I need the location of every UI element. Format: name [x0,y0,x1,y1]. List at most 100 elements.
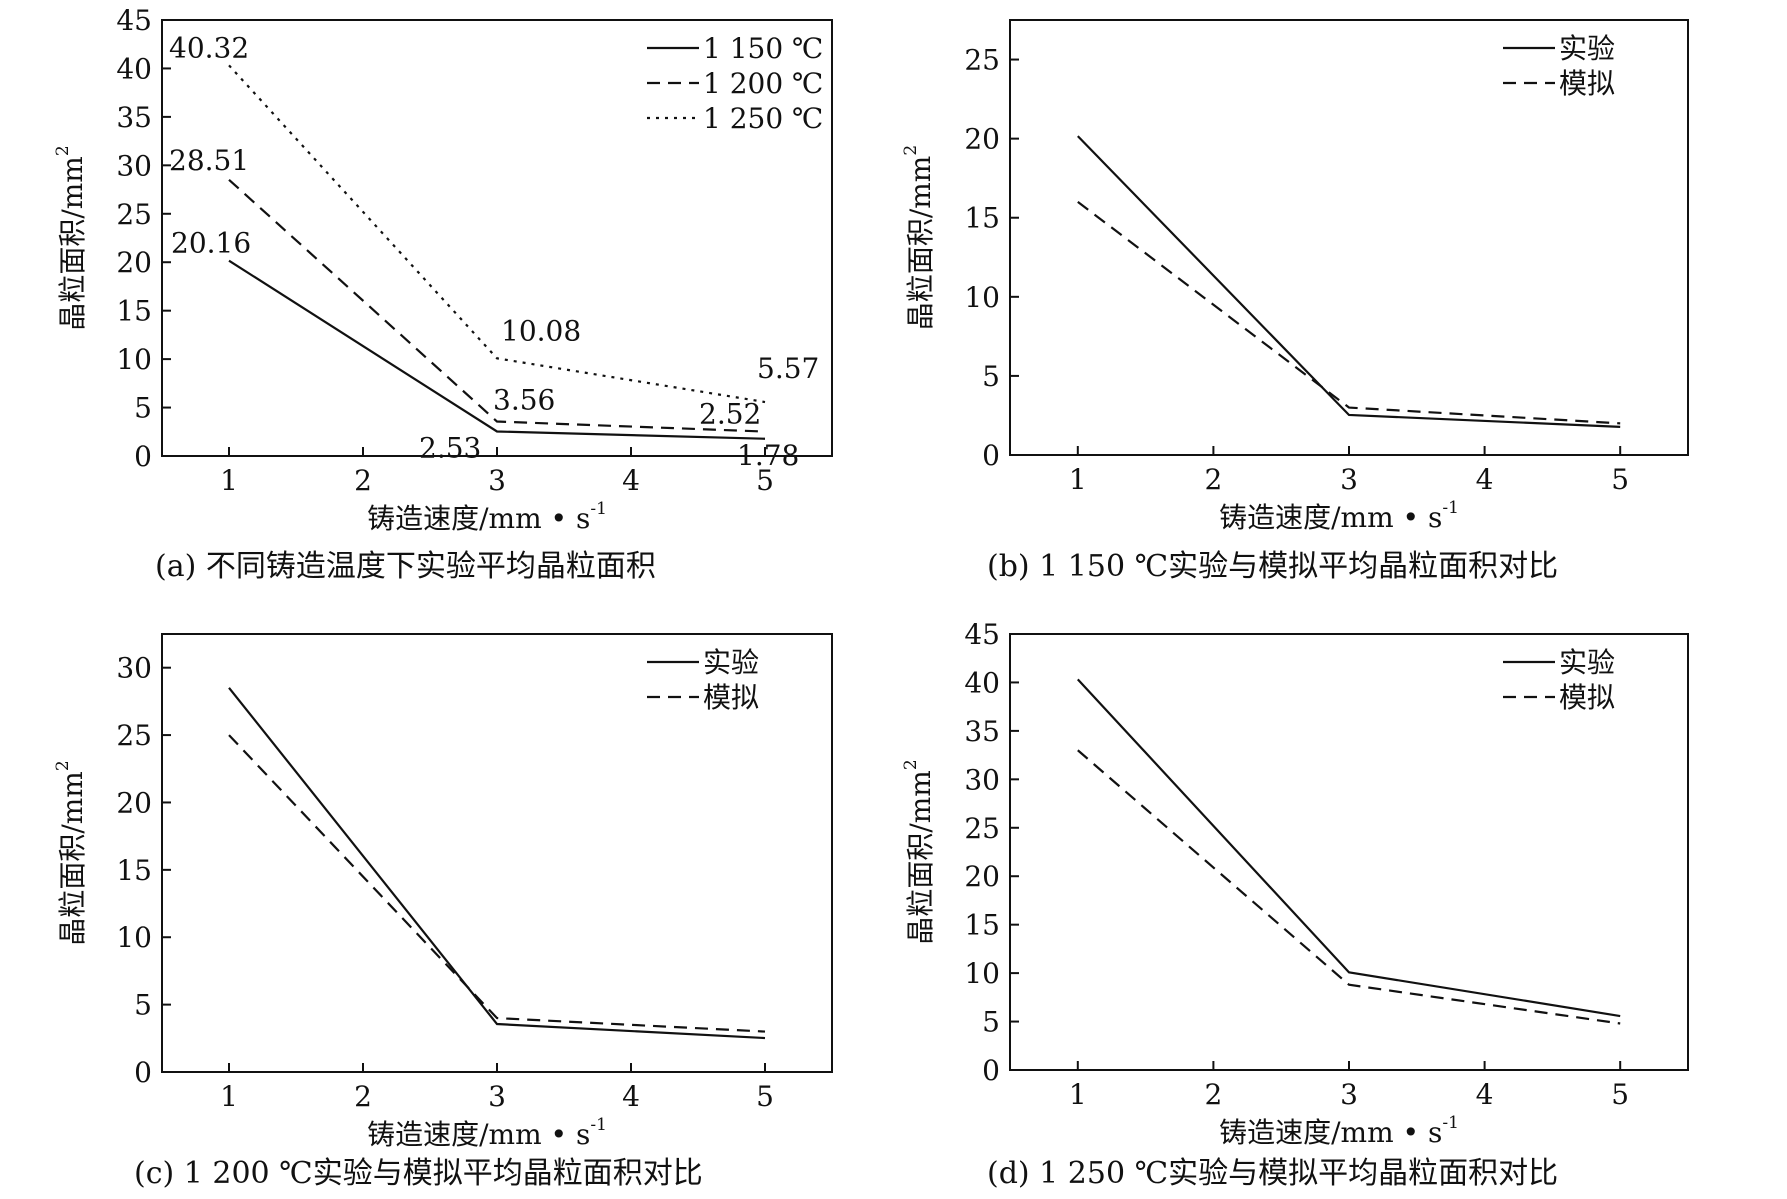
y-tick-label: 20 [116,786,152,819]
series-line-1 [1077,135,1621,428]
panel-caption: (a) 不同铸造温度下实验平均晶粒面积 [155,549,656,584]
y-tick-label: 10 [964,957,1000,990]
x-tick-label: 2 [1204,463,1222,496]
data-label: 2.53 [419,431,481,464]
y-tick-label: 10 [116,921,152,954]
y-tick-label: 30 [116,149,152,182]
data-label: 40.32 [169,31,249,64]
y-tick-label: 15 [116,295,152,328]
x-tick-label: 3 [488,464,506,497]
y-tick-label: 10 [964,281,1000,314]
series-line-1 [228,259,766,440]
y-tick-label: 0 [134,1056,152,1089]
x-axis-label-text: 铸造速度/mm • s [367,1118,590,1151]
y-tick-label: 5 [134,392,152,425]
x-tick-label: 3 [1340,1078,1358,1111]
series-line-1 [228,687,766,1040]
series-line-3 [228,64,766,404]
y-tick-label: 30 [116,652,152,685]
y-axis-label-text: 晶粒面积/mm [56,156,89,331]
y-tick-label: 0 [982,1054,1000,1087]
x-tick-label: 2 [354,1080,372,1113]
x-axis-label-superscript: -1 [590,499,607,519]
data-label: 20.16 [171,227,251,260]
series-line-2 [228,734,766,1033]
x-tick-label: 1 [220,464,238,497]
y-axis-label: 晶粒面积/mm2 [901,759,937,944]
x-axis-label: 铸造速度/mm • s-1 [1219,498,1459,534]
y-axis-label-superscript: 2 [901,145,921,156]
legend-label-1: 实验 [1559,32,1615,65]
y-axis-label-superscript: 2 [901,759,921,770]
y-axis-label-text: 晶粒面积/mm [56,771,89,946]
y-tick-label: 45 [964,618,1000,651]
y-tick-label: 0 [134,440,152,473]
x-tick-label: 1 [1069,463,1087,496]
y-tick-label: 20 [964,860,1000,893]
panel-caption: (d) 1 250 ℃实验与模拟平均晶粒面积对比 [987,1156,1558,1191]
y-tick-label: 30 [964,763,1000,796]
y-axis-label-text: 晶粒面积/mm [904,156,937,331]
x-tick-label: 1 [1069,1078,1087,1111]
y-axis-label: 晶粒面积/mm2 [53,760,89,945]
data-label: 3.56 [493,384,555,417]
y-tick-label: 35 [964,715,1000,748]
x-tick-label: 1 [220,1080,238,1113]
y-axis-label-superscript: 2 [53,760,73,771]
x-tick-label: 3 [1340,463,1358,496]
legend-label-2: 1 200 ℃ [703,67,823,100]
y-tick-label: 35 [116,101,152,134]
y-tick-label: 40 [116,52,152,85]
y-tick-label: 45 [116,4,152,37]
x-axis-label-text: 铸造速度/mm • s [367,502,590,535]
y-axis-label: 晶粒面积/mm2 [53,145,89,330]
panel-caption: (b) 1 150 ℃实验与模拟平均晶粒面积对比 [987,549,1558,584]
x-tick-label: 2 [354,464,372,497]
series-line-1 [1076,678,1621,1018]
y-tick-label: 5 [982,360,1000,393]
y-tick-label: 25 [964,812,1000,845]
series-line-2 [1077,201,1621,425]
x-tick-label: 5 [756,464,774,497]
legend-label-1: 实验 [703,646,759,679]
x-axis-label-superscript: -1 [1442,498,1459,518]
series-line-2 [228,178,766,433]
x-tick-label: 5 [1611,463,1629,496]
y-tick-label: 10 [116,343,152,376]
y-tick-label: 40 [964,666,1000,699]
x-axis-label: 铸造速度/mm • s-1 [367,1115,607,1151]
x-axis-label-text: 铸造速度/mm • s [1219,501,1442,534]
panel-caption: (c) 1 200 ℃实验与模拟平均晶粒面积对比 [134,1156,703,1191]
x-tick-label: 4 [1476,1078,1494,1111]
x-tick-label: 2 [1204,1078,1222,1111]
y-axis-label-superscript: 2 [53,145,73,156]
y-tick-label: 5 [982,1006,1000,1039]
y-tick-label: 0 [982,439,1000,472]
y-tick-label: 20 [964,123,1000,156]
legend-label-1: 实验 [1559,646,1615,679]
x-tick-label: 4 [622,464,640,497]
y-axis-label-text: 晶粒面积/mm [904,770,937,945]
x-axis-label: 铸造速度/mm • s-1 [1219,1113,1459,1149]
legend-label-3: 1 250 ℃ [703,102,823,135]
y-tick-label: 15 [116,854,152,887]
x-axis-label-text: 铸造速度/mm • s [1219,1116,1442,1149]
y-tick-label: 25 [116,719,152,752]
data-label: 1.78 [737,439,799,472]
x-tick-label: 5 [756,1080,774,1113]
x-axis-label-superscript: -1 [1442,1113,1459,1133]
data-label: 2.52 [699,398,761,431]
y-axis-label: 晶粒面积/mm2 [901,145,937,330]
legend-label-2: 模拟 [703,681,759,714]
legend-label-1: 1 150 ℃ [703,32,823,65]
x-tick-label: 5 [1611,1078,1629,1111]
y-tick-label: 20 [116,246,152,279]
x-tick-label: 4 [1476,463,1494,496]
x-tick-label: 3 [488,1080,506,1113]
x-tick-label: 4 [622,1080,640,1113]
